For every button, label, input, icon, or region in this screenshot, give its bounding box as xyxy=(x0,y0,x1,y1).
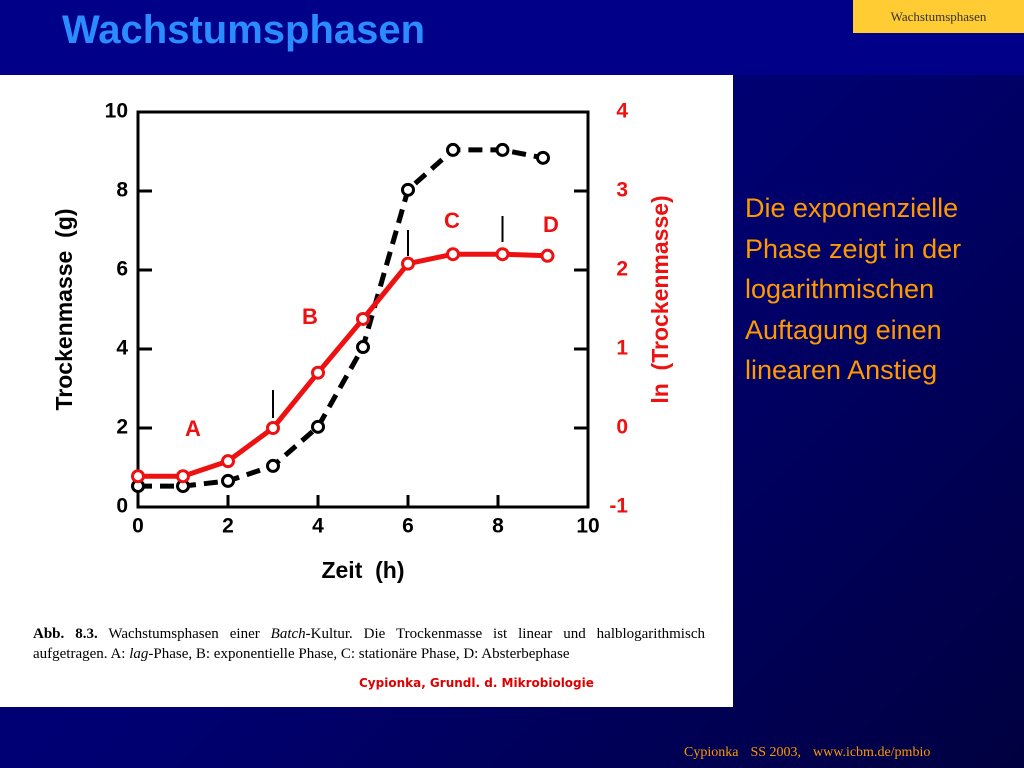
y2-tick-label: 2 xyxy=(616,258,628,281)
point xyxy=(536,150,550,165)
caption-text: -Kultur. Die Trockenmasse ist linear und… xyxy=(33,626,705,662)
caption-text: lag xyxy=(129,646,149,662)
credit: Cypionka, Grundl. d. Mikrobiologie xyxy=(359,676,594,690)
y-tick-label: 10 xyxy=(105,100,128,123)
phase-label: B xyxy=(302,304,318,329)
point xyxy=(311,419,325,434)
point xyxy=(131,469,145,484)
phase-label: A xyxy=(185,416,201,441)
y-tick-label: 6 xyxy=(116,258,128,281)
y-tick-label: 2 xyxy=(116,416,128,439)
slide-title: Wachstumsphasen xyxy=(62,8,426,52)
point xyxy=(495,247,510,262)
point xyxy=(401,182,415,197)
y2-tick-label: -1 xyxy=(609,495,628,518)
x-tick-label: 2 xyxy=(222,515,234,538)
point xyxy=(446,247,460,262)
footer-text: www.icbm.de/pmbio xyxy=(813,745,931,760)
y2-tick-label: 3 xyxy=(616,179,628,202)
point xyxy=(446,142,460,157)
x-tick-label: 8 xyxy=(492,515,504,538)
point xyxy=(221,454,235,469)
body-text: Die exponenzielle Phase zeigt in der log… xyxy=(745,193,962,385)
y-axis-title: Trockenmasse (g) xyxy=(51,209,77,411)
y-tick-label: 0 xyxy=(116,495,128,518)
point xyxy=(176,469,190,484)
caption-label: Abb. 8.3. xyxy=(33,626,98,642)
caption: Abb. 8.3. Wachstumsphasen einer Batch-Ku… xyxy=(33,624,705,664)
point xyxy=(311,365,325,380)
point xyxy=(356,340,370,355)
phase-label: C xyxy=(444,208,460,233)
point xyxy=(266,458,280,473)
x-tick-label: 6 xyxy=(402,515,414,538)
y2-tick-label: 4 xyxy=(616,100,628,123)
caption-text: Batch xyxy=(270,626,306,642)
point xyxy=(540,248,555,263)
x-tick-label: 4 xyxy=(312,515,324,538)
y-tick-label: 8 xyxy=(116,179,128,202)
series-line xyxy=(138,251,548,479)
x-tick-label: 0 xyxy=(132,515,144,538)
caption-text: -Phase, B: exponentielle Phase, C: stati… xyxy=(148,646,570,662)
caption-text: Wachstumsphasen einer xyxy=(97,626,271,642)
footer-text: SS 2003, xyxy=(750,745,802,760)
y2-tick-label: 0 xyxy=(616,416,628,439)
point xyxy=(221,473,235,488)
y2-axis-title: ln (Trockenmasse) xyxy=(647,195,673,403)
plot-frame xyxy=(136,110,590,509)
point xyxy=(401,256,415,271)
x-axis-title: Zeit (h) xyxy=(321,557,404,583)
slide-tag: Wachstumsphasen xyxy=(853,0,1024,33)
series-line xyxy=(138,147,544,489)
figure-panel xyxy=(0,75,733,707)
point xyxy=(266,421,280,435)
y-tick-label: 4 xyxy=(116,337,128,360)
phase-label: D xyxy=(543,212,559,237)
x-tick-label: 10 xyxy=(576,515,599,538)
point xyxy=(356,311,370,326)
y2-tick-label: 1 xyxy=(616,337,628,360)
footer-text: Cypionka xyxy=(684,745,739,760)
point xyxy=(495,142,510,157)
footer: Cypionka SS 2003, www.icbm.de/pmbio xyxy=(684,745,942,761)
